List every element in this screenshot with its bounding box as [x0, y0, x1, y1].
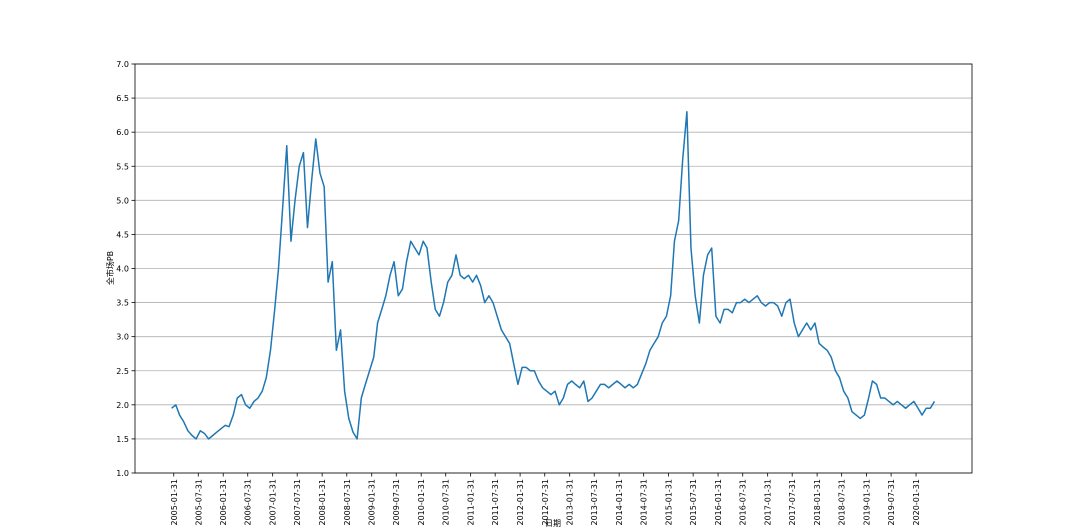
y-tick-label: 5.5 [116, 162, 129, 171]
y-tick-label: 3.0 [116, 333, 129, 342]
x-tick-label: 2018-01-31 [813, 479, 822, 526]
x-tick-label: 2017-07-31 [788, 479, 797, 526]
y-tick-label: 5.0 [116, 196, 129, 205]
x-tick-label: 2019-01-31 [863, 479, 872, 526]
x-tick-label: 2008-07-31 [343, 479, 352, 526]
x-tick-label: 2020-01-31 [912, 479, 921, 526]
y-axis-label: 全市场PB [105, 251, 115, 285]
y-tick-label: 1.5 [116, 435, 129, 444]
x-tick-label: 2008-01-31 [318, 479, 327, 526]
x-tick-label: 2006-01-31 [219, 479, 228, 526]
y-tick-label: 3.5 [116, 299, 129, 308]
x-tick-label: 2010-07-31 [442, 479, 451, 526]
x-tick-label: 2013-07-31 [590, 479, 599, 526]
y-tick-label: 6.5 [116, 94, 129, 103]
y-tick-label: 2.5 [116, 367, 129, 376]
y-tick-label: 4.0 [116, 265, 129, 274]
x-tick-label: 2015-07-31 [689, 479, 698, 526]
x-tick-label: 2012-07-31 [541, 479, 550, 526]
y-tick-label: 2.0 [116, 401, 129, 410]
data-line [171, 110, 936, 440]
x-tick-label: 2009-07-31 [392, 479, 401, 526]
x-tick-label: 2005-01-31 [170, 479, 179, 526]
x-tick-label: 2014-07-31 [640, 479, 649, 526]
x-tick-label: 2013-01-31 [566, 479, 575, 526]
x-tick-label: 2017-01-31 [764, 479, 773, 526]
x-tick-label: 2009-01-31 [368, 479, 377, 526]
x-tick-label: 2016-01-31 [714, 479, 723, 526]
x-tick-label: 2006-07-31 [244, 479, 253, 526]
x-tick-label: 2011-07-31 [491, 479, 500, 526]
x-tick-label: 2015-01-31 [665, 479, 674, 526]
plot-frame [134, 63, 973, 474]
y-tick-label: 4.5 [116, 230, 129, 239]
x-tick-label: 2007-07-31 [293, 479, 302, 526]
y-tick-label: 7.0 [116, 60, 129, 69]
x-tick-label: 2005-07-31 [194, 479, 203, 526]
x-tick-label: 2011-01-31 [467, 479, 476, 526]
x-tick-label: 2019-07-31 [887, 479, 896, 526]
x-axis-label: 日期 [545, 519, 561, 528]
x-tick-label: 2016-07-31 [739, 479, 748, 526]
x-tick-label: 2012-01-31 [516, 479, 525, 526]
y-tick-label: 1.0 [116, 469, 129, 478]
y-tick-label: 6.0 [116, 128, 129, 137]
x-tick-label: 2014-01-31 [615, 479, 624, 526]
x-tick-label: 2010-01-31 [417, 479, 426, 526]
x-tick-label: 2007-01-31 [269, 479, 278, 526]
x-tick-label: 2018-07-31 [838, 479, 847, 526]
